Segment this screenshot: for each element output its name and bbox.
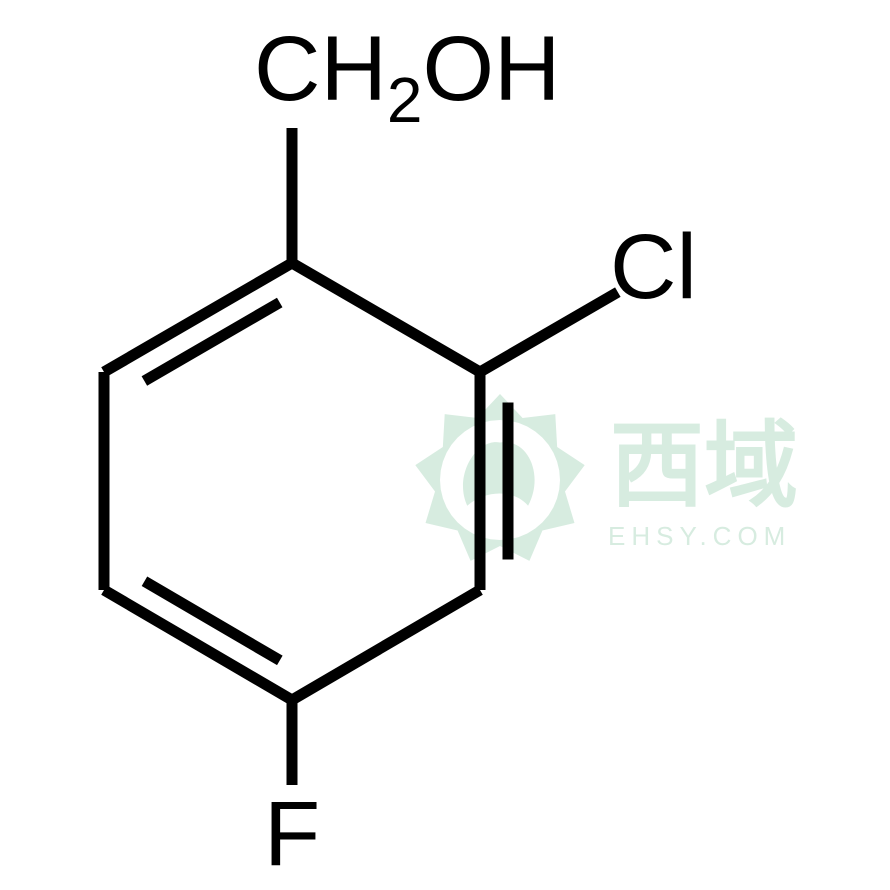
watermark-title: 西域: [610, 413, 798, 518]
bond: [292, 590, 480, 700]
bond: [480, 292, 618, 372]
label-ch2oh: CH2OH: [254, 18, 560, 136]
molecule: [104, 128, 618, 785]
watermark-lion-icon: [463, 442, 535, 506]
watermark-subtitle: EHSY.COM: [608, 521, 791, 551]
watermark: 西域EHSY.COM: [415, 394, 798, 561]
label-f: F: [264, 783, 320, 885]
label-cl: Cl: [610, 216, 697, 318]
label-ch2oh-part: CH: [254, 18, 387, 120]
label-ch2oh-sub: 2: [387, 64, 423, 136]
label-ch2oh-part: OH: [422, 18, 560, 120]
bond: [292, 263, 480, 372]
